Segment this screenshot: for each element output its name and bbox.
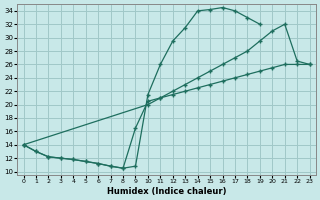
X-axis label: Humidex (Indice chaleur): Humidex (Indice chaleur) (107, 187, 226, 196)
